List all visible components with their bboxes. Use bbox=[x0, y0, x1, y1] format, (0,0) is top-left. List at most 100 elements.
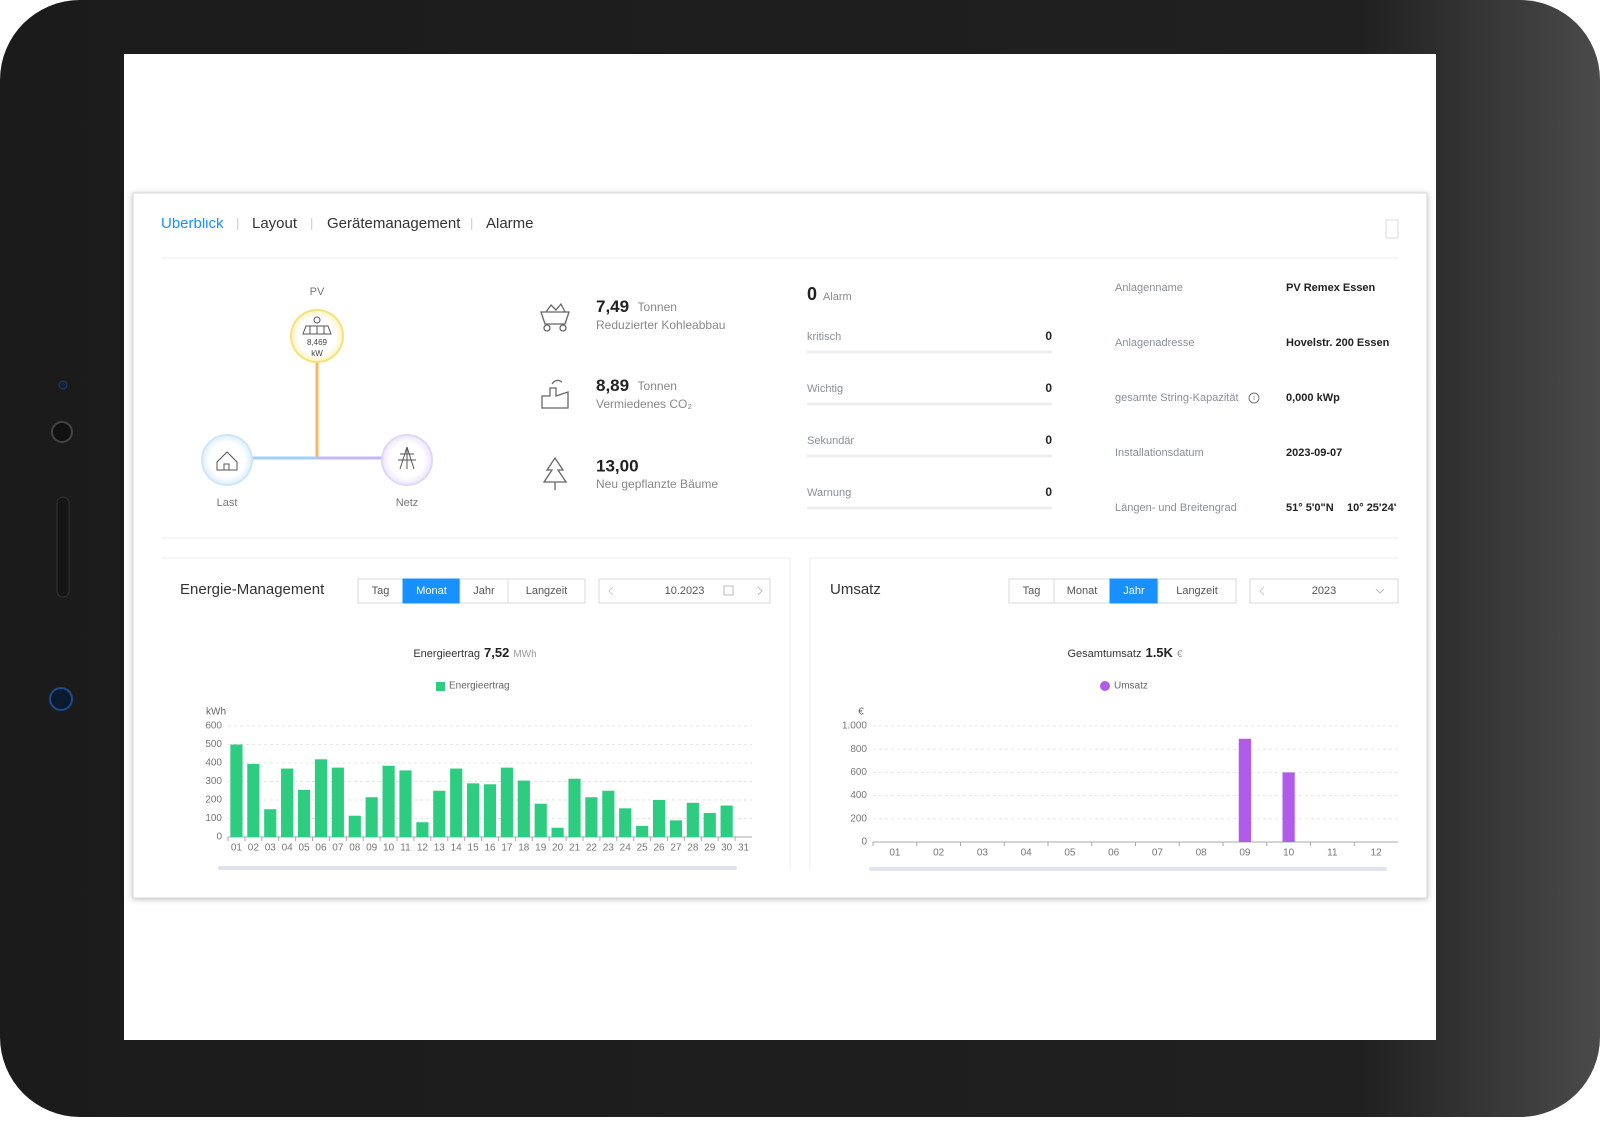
x-tick-label: 17 bbox=[501, 843, 513, 854]
wheel bbox=[559, 324, 567, 332]
node-label: PV bbox=[310, 286, 325, 298]
x-tick-label: 09 bbox=[1239, 848, 1251, 859]
legend-label[interactable]: Umsatz bbox=[1114, 681, 1148, 692]
bar bbox=[297, 789, 311, 837]
zoom-slider[interactable] bbox=[869, 867, 1387, 871]
environment-icons bbox=[540, 302, 570, 490]
bar bbox=[619, 808, 632, 837]
range-button[interactable] bbox=[1109, 578, 1159, 604]
y-tick-label: 200 bbox=[850, 813, 867, 824]
x-tick-label: 03 bbox=[977, 848, 989, 859]
stat-unit: Tonnen bbox=[638, 379, 677, 393]
x-tick-label: 26 bbox=[653, 843, 665, 854]
tab[interactable]: Alarme bbox=[486, 215, 534, 232]
info-icon-glyph: i bbox=[1253, 395, 1255, 402]
calendar-icon bbox=[723, 585, 734, 596]
energy-flow: PV 8,469 kW Last Netz bbox=[201, 286, 433, 509]
bar bbox=[281, 768, 294, 837]
pv-unit: kW bbox=[311, 349, 323, 358]
range-button[interactable] bbox=[459, 578, 509, 604]
x-tick-label: 12 bbox=[1371, 848, 1383, 859]
wheel bbox=[543, 324, 551, 332]
info-value: 51° 5'0"N bbox=[1286, 502, 1334, 514]
y-tick-label: 400 bbox=[850, 790, 867, 801]
x-tick-label: 07 bbox=[1152, 848, 1164, 859]
alarm-row-value: 0 bbox=[1045, 485, 1052, 499]
zoom-slider[interactable] bbox=[218, 866, 737, 870]
plant-info: Anlagenname PV Remex Essen Anlagenadresse H… bbox=[1115, 282, 1397, 514]
legend-label[interactable]: Energieertrag bbox=[449, 681, 510, 692]
x-tick-label: 20 bbox=[552, 843, 564, 854]
x-tick-label: 05 bbox=[1064, 848, 1076, 859]
date-picker[interactable] bbox=[598, 578, 771, 604]
x-tick-label: 30 bbox=[721, 843, 733, 854]
y-tick-label: 100 bbox=[205, 813, 222, 824]
prev-arrow[interactable] bbox=[1259, 586, 1265, 596]
stat-value: 8,89 bbox=[596, 376, 629, 395]
menu-button[interactable] bbox=[1385, 219, 1399, 239]
house-icon bbox=[216, 451, 238, 471]
prev-arrow[interactable] bbox=[608, 586, 614, 596]
y-tick-label: 600 bbox=[850, 767, 867, 778]
tab-separator: | bbox=[470, 215, 473, 230]
next-arrow[interactable] bbox=[757, 586, 763, 596]
legend-marker bbox=[1100, 681, 1110, 691]
x-tick-label: 05 bbox=[299, 843, 311, 854]
info-label: Anlagenname bbox=[1115, 282, 1183, 294]
x-tick-label: 08 bbox=[1196, 848, 1208, 859]
pv-node[interactable] bbox=[290, 309, 344, 363]
range-button[interactable] bbox=[357, 578, 404, 604]
x-tick-label: 13 bbox=[434, 843, 446, 854]
pv-power: 8,469 bbox=[307, 338, 328, 347]
bar bbox=[500, 767, 513, 837]
bar bbox=[720, 805, 733, 837]
solar-icon bbox=[302, 325, 332, 335]
x-tick-label: 08 bbox=[349, 843, 361, 854]
tab[interactable]: Überblick bbox=[161, 214, 224, 232]
panel-border bbox=[809, 557, 1398, 870]
y-tick-label: 300 bbox=[205, 776, 222, 787]
camera bbox=[51, 421, 73, 443]
bar bbox=[399, 770, 412, 837]
bar bbox=[382, 765, 395, 837]
bar bbox=[652, 800, 666, 837]
x-tick-label: 11 bbox=[400, 843, 411, 854]
summary-unit: € bbox=[1177, 649, 1183, 660]
x-tick-label: 06 bbox=[1108, 848, 1120, 859]
bar bbox=[264, 809, 277, 837]
tab[interactable]: Layout bbox=[252, 215, 298, 232]
info-value: PV Remex Essen bbox=[1286, 282, 1376, 294]
tree-icon bbox=[542, 456, 568, 490]
x-tick-label: 28 bbox=[687, 843, 699, 854]
stat-value: 13,00 bbox=[596, 456, 639, 475]
bar bbox=[331, 767, 344, 837]
range-button[interactable] bbox=[1157, 578, 1237, 604]
bar bbox=[365, 797, 378, 837]
load-node[interactable] bbox=[201, 434, 253, 486]
x-tick-label: 31 bbox=[738, 843, 750, 854]
alarm-row-value: 0 bbox=[1045, 381, 1052, 395]
summary-value: 1.5K bbox=[1145, 645, 1173, 660]
info-icon[interactable] bbox=[1248, 392, 1260, 404]
summary-label: Gesamtumsatz bbox=[1068, 648, 1142, 660]
x-tick-label: 23 bbox=[603, 843, 615, 854]
x-tick-label: 18 bbox=[518, 843, 530, 854]
bar bbox=[314, 759, 328, 837]
range-button[interactable] bbox=[507, 578, 586, 604]
date-picker[interactable] bbox=[1249, 578, 1399, 604]
dropdown-arrow[interactable] bbox=[1375, 588, 1385, 594]
bar bbox=[669, 820, 683, 837]
x-tick-label: 19 bbox=[535, 843, 547, 854]
bar bbox=[467, 783, 480, 837]
tab-bar: Überblick | Layout | Gerätemanagement | … bbox=[161, 214, 534, 232]
home-button[interactable] bbox=[49, 687, 73, 711]
x-tick-label: 09 bbox=[366, 843, 378, 854]
range-button[interactable] bbox=[1008, 578, 1055, 604]
range-button-label: Monat bbox=[416, 585, 447, 597]
factory-icon bbox=[541, 379, 569, 409]
range-button[interactable] bbox=[402, 578, 461, 604]
bar bbox=[247, 763, 260, 837]
tab[interactable]: Gerätemanagement bbox=[327, 215, 461, 232]
panel-title: Umsatz bbox=[830, 581, 881, 598]
